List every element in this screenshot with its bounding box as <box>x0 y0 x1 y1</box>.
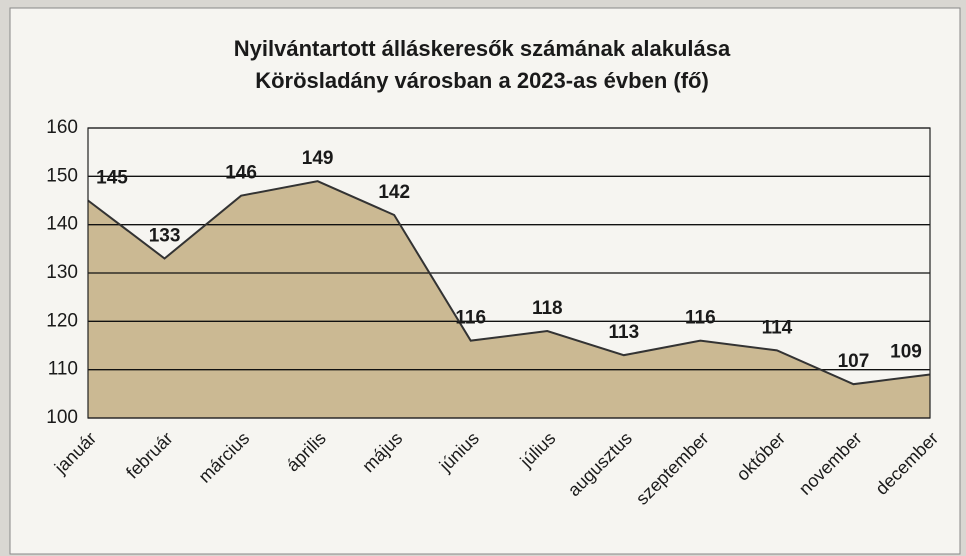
data-label: 113 <box>608 322 639 343</box>
area <box>88 181 930 418</box>
line <box>87 180 931 386</box>
data-label: 145 <box>96 168 128 189</box>
data-label: 116 <box>455 308 486 329</box>
data-label: 118 <box>532 298 563 319</box>
data-label: 114 <box>762 317 793 338</box>
data-label: 146 <box>225 163 257 184</box>
data-label: 116 <box>685 308 716 329</box>
data-label: 133 <box>149 226 181 247</box>
y-tick-label: 150 <box>46 165 78 186</box>
data-label: 109 <box>890 342 922 363</box>
y-tick-label: 110 <box>48 359 78 380</box>
chart-title: Körösladány városban a 2023-as évben (fő… <box>255 68 709 93</box>
y-tick-label: 160 <box>46 117 78 138</box>
y-tick-label: 100 <box>46 407 78 428</box>
y-tick-label: 120 <box>46 310 78 331</box>
data-label: 107 <box>838 351 870 372</box>
data-label: 142 <box>378 182 410 203</box>
chart-title: Nyilvántartott álláskeresők számának ala… <box>234 36 731 61</box>
plot-border <box>87 127 931 419</box>
y-tick-label: 130 <box>46 262 78 283</box>
y-tick-label: 140 <box>46 214 78 235</box>
data-label: 149 <box>302 148 334 169</box>
